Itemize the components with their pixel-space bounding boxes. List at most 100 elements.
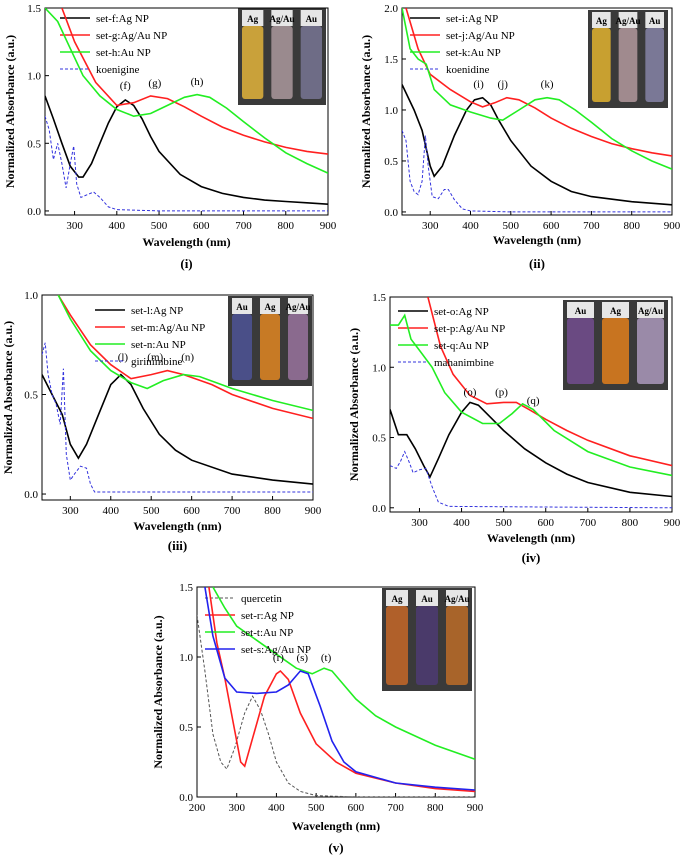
plot-frame [389,296,673,513]
vial [416,606,438,685]
peak-annotation: (f) [120,80,131,92]
plot-frame [196,586,476,798]
vial-cap [300,10,322,26]
series-line [402,130,672,213]
vial-cap [386,590,408,606]
series-line [208,587,475,793]
legend-label: quercetin [241,593,282,605]
x-tick-label: 300 [66,220,83,232]
x-axis-label: Wavelength (nm) [142,235,230,249]
vial-cap [567,302,594,318]
series-line [204,587,475,791]
x-tick-label: 300 [422,220,439,232]
x-axis-label: Wavelength (nm) [487,531,575,545]
x-tick-label: 400 [268,802,285,814]
vial-cap [592,12,611,28]
peak-annotation: (r) [273,652,284,664]
x-axis-label: Wavelength (nm) [292,819,380,833]
x-tick-label: 700 [583,220,600,232]
vial [592,28,611,102]
series-line [402,8,672,170]
x-tick-label: 600 [183,505,200,517]
y-tick-label: 0.5 [179,722,193,734]
x-tick-label: 700 [224,505,241,517]
x-tick-label: 700 [235,220,252,232]
legend-label: set-n:Au NP [131,339,186,351]
x-tick-label: 700 [387,802,404,814]
inset-label: Au [306,14,318,24]
vial [446,606,468,685]
legend-label: set-o:Ag NP [434,306,489,318]
legend-label: mahanimbine [434,357,494,369]
vial [618,28,638,102]
vial-cap [242,10,264,26]
vial [637,318,664,384]
vial [300,26,322,99]
peak-annotation: (s) [296,652,308,664]
y-tick-label: 0.0 [179,792,193,804]
x-tick-label: 900 [305,505,322,517]
vial [288,314,308,380]
x-tick-label: 400 [453,517,470,529]
peak-annotation: (t) [321,652,332,664]
legend-label: set-j:Ag/Au NP [446,30,515,42]
series-line [42,342,313,493]
panel: Au Ag Ag/Au 300 400 500 600 700 800 900 0.0 0.5 1.0 1… [347,292,681,565]
x-tick-label: 500 [151,220,168,232]
legend-label: set-r:Ag NP [241,610,294,622]
x-tick-label: 200 [189,802,206,814]
x-tick-label: 300 [411,517,428,529]
vial-cap [618,12,638,28]
x-tick-label: 500 [495,517,512,529]
peak-annotation: (m) [147,352,163,364]
x-tick-label: 300 [62,505,79,517]
y-tick-label: 0.0 [372,503,386,515]
legend-label: koenigine [96,64,139,76]
x-tick-label: 500 [308,802,325,814]
vial [567,318,594,384]
x-tick-label: 800 [623,220,640,232]
inset-label: Ag/Au [615,16,640,26]
x-tick-label: 800 [264,505,281,517]
y-axis-label: Normalized Absorbance (a.u.) [347,328,361,481]
x-tick-label: 500 [143,505,160,517]
inset-label: Ag [596,16,607,26]
x-tick-label: 600 [537,517,554,529]
x-tick-label: 800 [427,802,444,814]
series-line [212,587,475,760]
y-tick-label: 1.0 [27,71,41,83]
y-tick-label: 0.5 [384,156,398,168]
peak-annotation: (p) [495,386,508,398]
series-line [57,295,313,420]
inset-label: Au [575,306,587,316]
vial-cap [645,12,664,28]
y-tick-label: 0.0 [384,207,398,219]
y-tick-label: 1.0 [372,362,386,374]
y-tick-label: 0.5 [24,390,38,402]
inset-label: Au [649,16,661,26]
x-tick-label: 600 [348,802,365,814]
plot-frame [41,294,314,501]
legend-label: set-h:Au NP [96,47,151,59]
inset-label: Ag [247,14,258,24]
panel: Ag Ag/Au Au 300 400 500 600 700 800 900 0.0 0.5 1.0 1… [359,3,681,271]
panel-label: (v) [328,840,343,855]
inset-label: Ag/Au [638,306,663,316]
y-tick-label: 1.5 [384,54,398,66]
x-tick-label: 400 [462,220,479,232]
legend-label: set-i:Ag NP [446,13,498,25]
y-tick-label: 1.5 [27,3,41,15]
x-tick-label: 900 [664,220,681,232]
panel-label: (i) [180,256,192,271]
x-tick-label: 900 [467,802,484,814]
panel-label: (iii) [168,538,188,553]
vial [271,26,293,99]
x-tick-label: 400 [103,505,120,517]
inset-label: Ag [610,306,621,316]
vial [602,318,629,384]
series-line [45,95,328,205]
legend-label: set-k:Au NP [446,47,501,59]
vial-cap [637,302,664,318]
